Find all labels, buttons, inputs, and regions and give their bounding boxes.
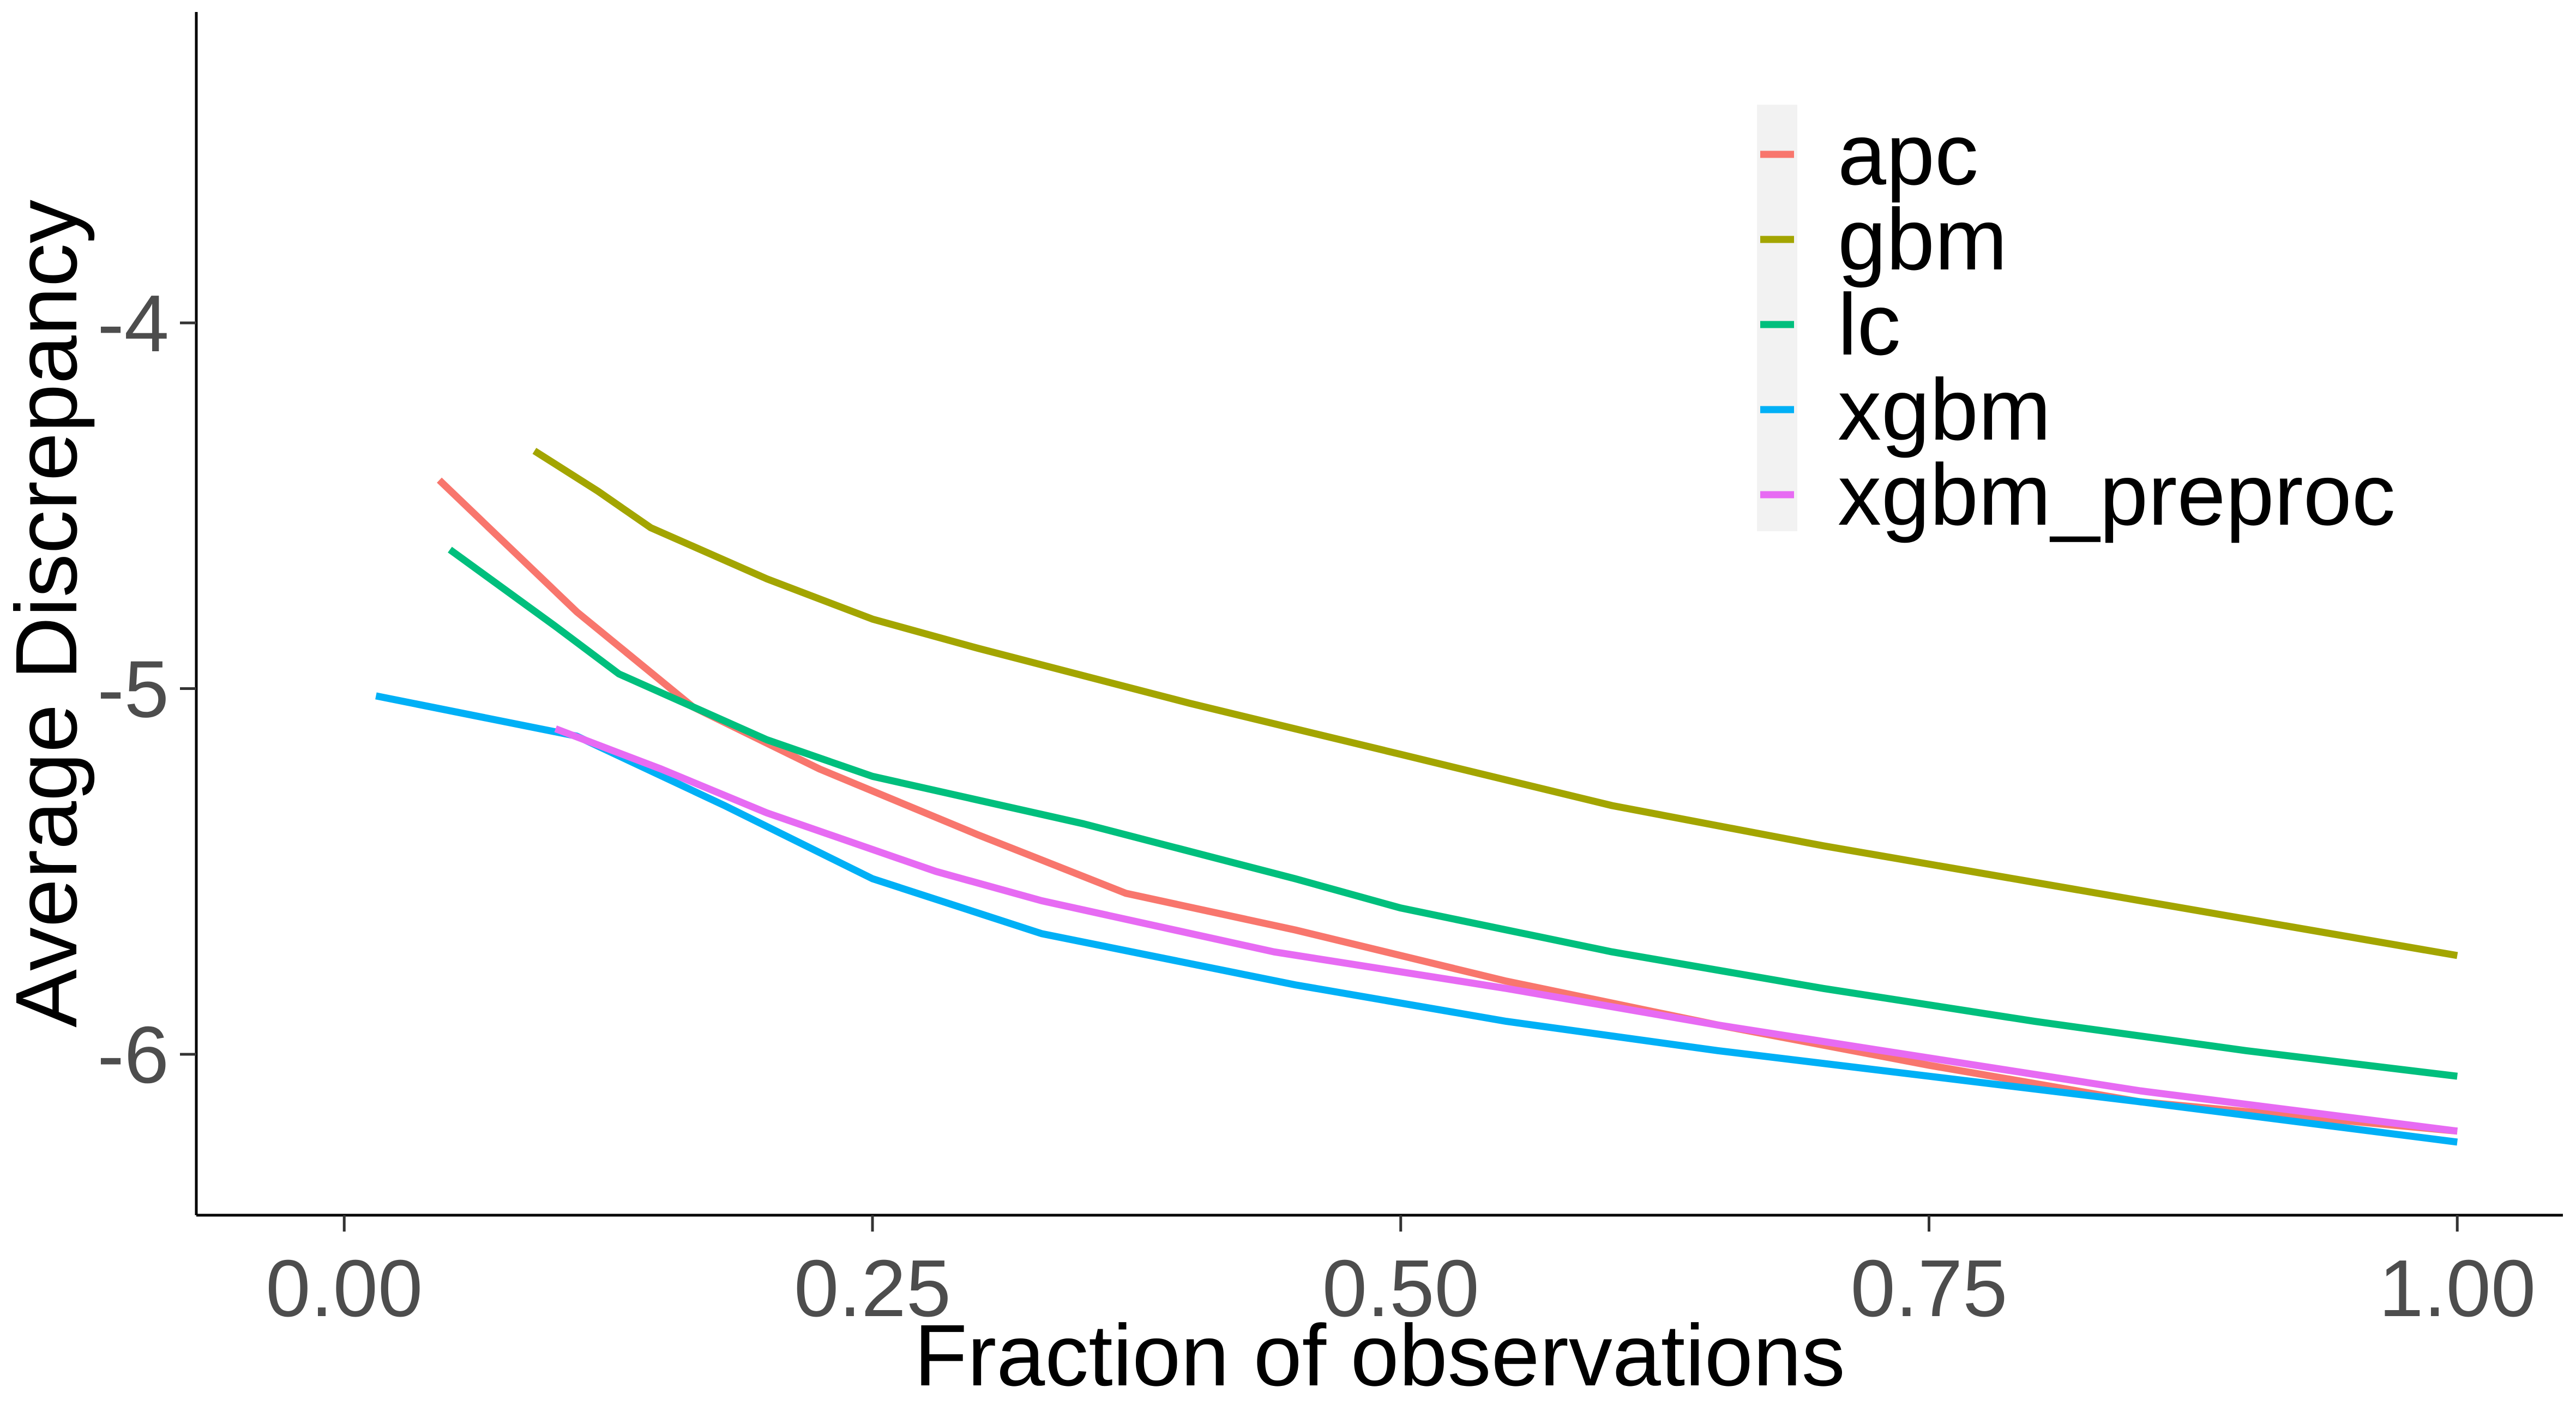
legend-key-background bbox=[1757, 105, 1797, 531]
y-axis-title: Average Discrepancy bbox=[0, 200, 95, 1028]
x-tick-label: 0.00 bbox=[266, 1244, 423, 1334]
series-line-xgbm_preproc bbox=[554, 725, 2458, 1135]
x-tick-label: 0.50 bbox=[1322, 1244, 1479, 1334]
y-tick-label: -5 bbox=[97, 644, 169, 734]
y-axis-ticks: -4 -5 -6 bbox=[97, 279, 196, 1100]
x-tick-label: 0.25 bbox=[794, 1244, 951, 1334]
x-tick-label: 0.75 bbox=[1850, 1244, 2007, 1334]
series-lines bbox=[375, 448, 2458, 1146]
legend-label-lc: lc bbox=[1838, 275, 1901, 373]
y-tick-label: -4 bbox=[97, 279, 169, 369]
series-line-gbm bbox=[532, 448, 2458, 959]
x-axis-title: Fraction of observations bbox=[914, 1306, 1845, 1404]
legend-label-gbm: gbm bbox=[1838, 190, 2007, 288]
series-line-lc bbox=[448, 547, 2458, 1080]
legend-label-xgbm_preproc: xgbm_preproc bbox=[1838, 446, 2396, 543]
x-tick-label: 1.00 bbox=[2379, 1244, 2536, 1334]
series-line-apc bbox=[437, 477, 2458, 1135]
legend-label-apc: apc bbox=[1838, 105, 1978, 203]
legend-label-xgbm: xgbm bbox=[1838, 361, 2051, 458]
y-tick-label: -6 bbox=[97, 1010, 169, 1100]
x-axis-ticks: 0.00 0.25 0.50 0.75 1.00 bbox=[266, 1215, 2536, 1334]
series-line-xgbm bbox=[375, 692, 2458, 1146]
